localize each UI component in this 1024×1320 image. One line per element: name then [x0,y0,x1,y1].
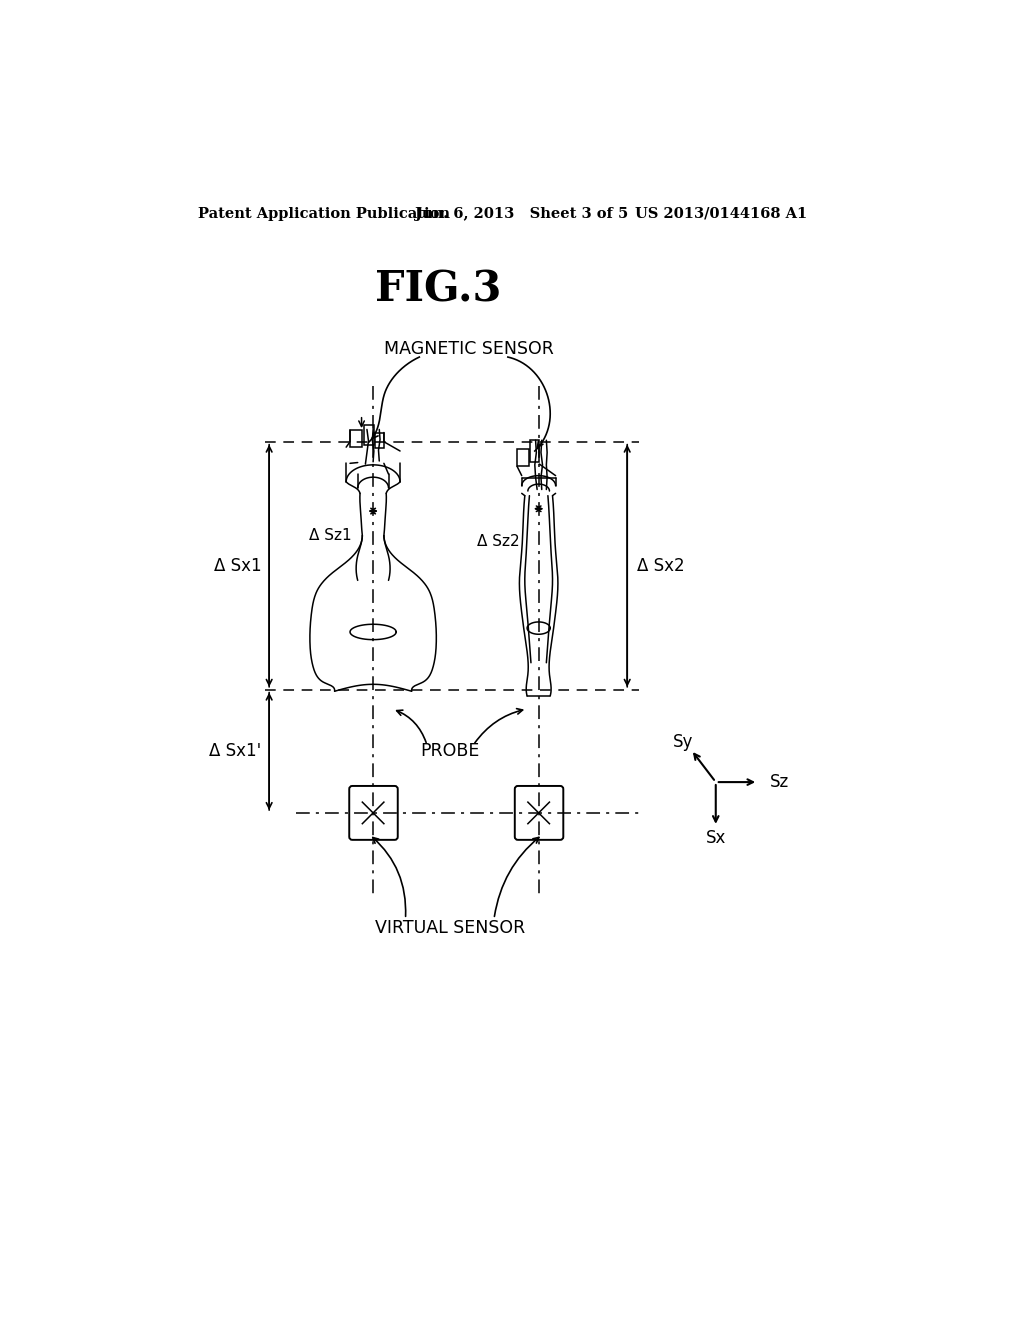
Text: Δ Sz1: Δ Sz1 [309,528,351,544]
Bar [517,449,528,466]
FancyBboxPatch shape [349,785,397,840]
Text: Δ Sx2: Δ Sx2 [637,557,685,574]
Bar [530,441,540,462]
Text: Δ Sx1: Δ Sx1 [214,557,261,574]
Text: Δ Sz2: Δ Sz2 [477,533,519,549]
FancyBboxPatch shape [515,785,563,840]
Text: Patent Application Publication: Patent Application Publication [199,207,451,220]
Text: Sy: Sy [673,733,693,751]
Text: Sx: Sx [706,829,726,846]
Bar [350,430,362,447]
Text: Δ Sx1': Δ Sx1' [209,742,261,760]
Bar [364,425,374,445]
Text: MAGNETIC SENSOR: MAGNETIC SENSOR [384,341,554,358]
Text: Jun. 6, 2013   Sheet 3 of 5: Jun. 6, 2013 Sheet 3 of 5 [416,207,629,220]
Text: PROBE: PROBE [421,742,480,760]
Text: US 2013/0144168 A1: US 2013/0144168 A1 [635,207,807,220]
Text: Sz: Sz [770,774,788,791]
Text: VIRTUAL SENSOR: VIRTUAL SENSOR [375,920,525,937]
Bar [376,433,384,447]
Text: FIG.3: FIG.3 [376,268,502,310]
